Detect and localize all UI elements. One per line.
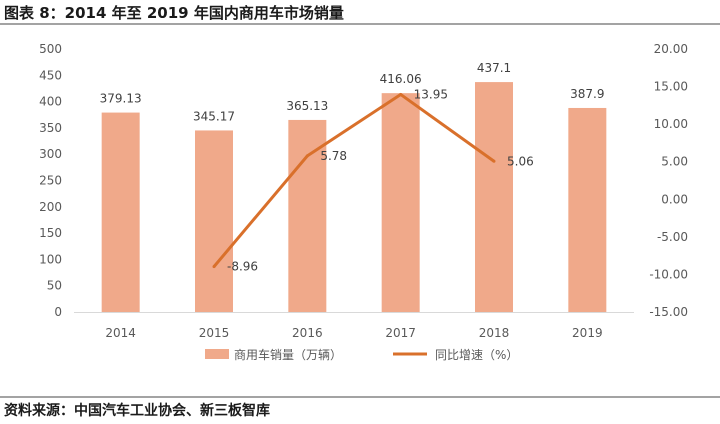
left-y-tick-labels: 0 50 100 150 200 250 300 350 400 450 500: [39, 42, 62, 319]
bar-label-2019: 387.9: [570, 87, 604, 101]
bar-label-2017: 416.06: [380, 72, 422, 86]
bar-2017: [381, 93, 420, 313]
left-y-tick: 500: [39, 42, 62, 56]
figure-title: 图表 8：2014 年至 2019 年国内商用车市场销量: [4, 4, 344, 22]
line-label-2018: 5.06: [507, 154, 534, 168]
line-label-2015: -8.96: [227, 260, 258, 274]
legend-bar-label: 商用车销量（万辆）: [234, 347, 342, 362]
right-y-tick: 0.00: [661, 192, 688, 206]
figure-source: 资料来源：中国汽车工业协会、新三板智库: [4, 403, 270, 419]
right-y-tick: -5.00: [657, 230, 688, 244]
bar-label-2016: 365.13: [286, 99, 328, 113]
line-point-2016: [305, 154, 309, 158]
x-tick-2015: 2015: [199, 326, 230, 340]
bar-series: [101, 82, 607, 313]
left-y-tick: 350: [39, 121, 62, 135]
right-y-tick-labels: -15.00 -10.00 -5.00 0.00 5.00 10.00 15.00 20.00: [649, 42, 688, 319]
bar-label-2014: 379.13: [100, 92, 142, 106]
right-y-tick: 10.00: [654, 117, 688, 131]
left-y-tick: 450: [39, 68, 62, 82]
right-y-tick: -10.00: [649, 267, 688, 281]
bar-data-labels: 379.13 345.17 365.13 416.06 437.1 387.9: [100, 61, 605, 123]
line-point-2015: [212, 265, 216, 269]
line-label-2017: 13.95: [414, 87, 448, 101]
left-y-tick: 100: [39, 252, 62, 266]
line-label-2016: 5.78: [320, 149, 347, 163]
source-rule: [0, 396, 720, 398]
left-y-tick: 50: [47, 279, 62, 293]
left-y-tick: 250: [39, 174, 62, 188]
line-point-2017: [399, 92, 403, 96]
left-y-tick: 300: [39, 147, 62, 161]
growth-line: [212, 92, 495, 268]
left-y-tick: 150: [39, 226, 62, 240]
bar-2018: [475, 82, 513, 312]
legend: 商用车销量（万辆） 同比增速（%）: [205, 347, 518, 362]
x-tick-2018: 2018: [479, 326, 510, 340]
legend-bar-swatch: [205, 349, 229, 359]
bar-2016: [288, 119, 327, 312]
x-tick-2017: 2017: [385, 326, 416, 340]
bar-2019: [568, 107, 607, 312]
legend-line-label: 同比增速（%）: [435, 348, 518, 362]
line-data-labels: -8.96 5.78 13.95 5.06: [227, 87, 534, 273]
x-tick-labels: 2014 2015 2016 2017 2018 2019: [105, 326, 602, 340]
title-rule: [0, 23, 720, 25]
right-y-tick: 5.00: [661, 155, 688, 169]
x-tick-2014: 2014: [105, 326, 136, 340]
right-y-tick: 15.00: [654, 80, 688, 94]
bar-label-2018: 437.1: [477, 61, 511, 75]
bar-2015: [195, 130, 233, 312]
bar-2014: [101, 112, 140, 312]
left-y-tick: 0: [54, 305, 62, 319]
right-y-tick: 20.00: [654, 42, 688, 56]
right-y-tick: -15.00: [649, 305, 688, 319]
x-tick-2016: 2016: [292, 326, 323, 340]
x-tick-2019: 2019: [572, 326, 603, 340]
left-y-tick: 200: [39, 200, 62, 214]
line-point-2018: [492, 159, 496, 163]
left-y-tick: 400: [39, 95, 62, 109]
bar-label-2015: 345.17: [193, 109, 235, 123]
line-series: [212, 92, 496, 269]
